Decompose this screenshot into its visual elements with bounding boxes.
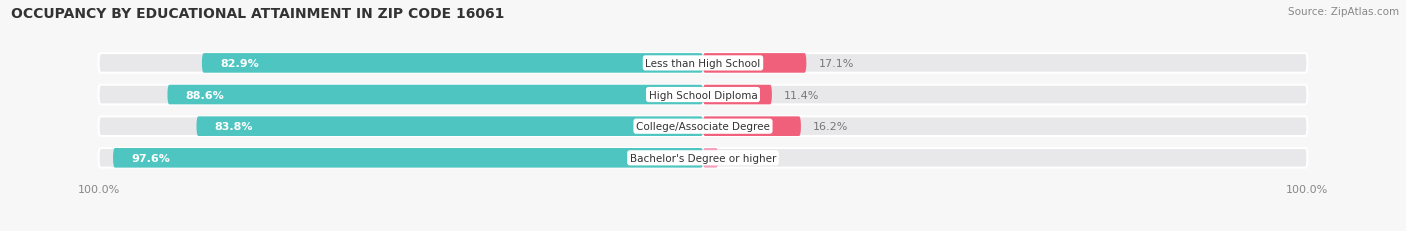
FancyBboxPatch shape: [197, 117, 703, 136]
FancyBboxPatch shape: [703, 148, 718, 168]
Text: Source: ZipAtlas.com: Source: ZipAtlas.com: [1288, 7, 1399, 17]
Text: 88.6%: 88.6%: [186, 90, 225, 100]
Text: High School Diploma: High School Diploma: [648, 90, 758, 100]
Text: College/Associate Degree: College/Associate Degree: [636, 122, 770, 132]
FancyBboxPatch shape: [98, 117, 1308, 136]
FancyBboxPatch shape: [167, 85, 703, 105]
Text: 17.1%: 17.1%: [818, 59, 853, 69]
FancyBboxPatch shape: [202, 54, 703, 73]
Text: 11.4%: 11.4%: [785, 90, 820, 100]
Text: Less than High School: Less than High School: [645, 59, 761, 69]
Text: 83.8%: 83.8%: [215, 122, 253, 132]
Text: 82.9%: 82.9%: [221, 59, 259, 69]
FancyBboxPatch shape: [98, 148, 1308, 168]
Text: 16.2%: 16.2%: [813, 122, 848, 132]
FancyBboxPatch shape: [703, 85, 772, 105]
FancyBboxPatch shape: [703, 117, 801, 136]
FancyBboxPatch shape: [98, 54, 1308, 73]
FancyBboxPatch shape: [703, 54, 807, 73]
FancyBboxPatch shape: [98, 85, 1308, 105]
Text: 2.5%: 2.5%: [730, 153, 759, 163]
FancyBboxPatch shape: [112, 148, 703, 168]
Text: 97.6%: 97.6%: [131, 153, 170, 163]
Text: OCCUPANCY BY EDUCATIONAL ATTAINMENT IN ZIP CODE 16061: OCCUPANCY BY EDUCATIONAL ATTAINMENT IN Z…: [11, 7, 505, 21]
Text: Bachelor's Degree or higher: Bachelor's Degree or higher: [630, 153, 776, 163]
